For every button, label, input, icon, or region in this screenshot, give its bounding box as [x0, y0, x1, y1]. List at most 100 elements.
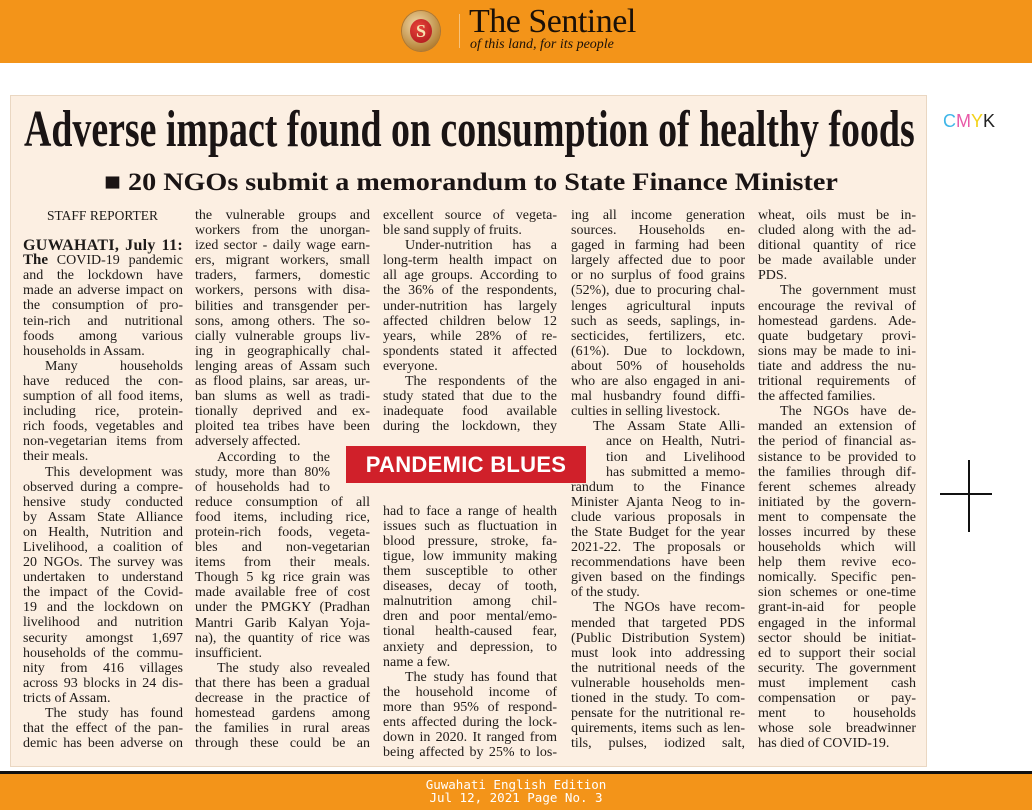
article-text-line: security. The government	[758, 660, 916, 676]
article-text-line: na), the quantity of rice was	[195, 630, 370, 646]
article-text-line: tionally deprived and ex-	[195, 404, 370, 420]
article-text-line: PDS.	[758, 268, 788, 284]
article-text-line: who are also engaged in ani-	[571, 374, 745, 390]
article-text-line: nomically. Specific pen-	[758, 570, 916, 586]
article-text-line: ance on Health, Nutri-	[606, 434, 745, 450]
article-text-line: study, more than 80%	[195, 464, 330, 480]
cmyk-letter: M	[956, 111, 971, 131]
article-text-line: sumption of all food items,	[23, 389, 183, 405]
article-text-line: down in 2020. It ranged from	[383, 730, 557, 746]
article-text-line: households of the commu-	[23, 645, 183, 661]
article-text-line: According to the	[217, 449, 330, 465]
article-text-line: years, while 28% of re-	[383, 328, 557, 344]
article-text-line: mended that targeted PDS	[571, 615, 745, 631]
edition-date-page: Jul 12, 2021 Page No. 3	[429, 790, 603, 805]
article-text-line: Livelihood, a coalition of	[23, 539, 183, 555]
article-text-line: grant-in-aid for people	[758, 600, 916, 616]
article-text-line: wheat, oils must be in-	[758, 208, 916, 223]
article-text-line: The study has found	[45, 706, 183, 721]
crop-mark-vertical	[968, 460, 970, 532]
article-text-line: blood pressure, stroke, fa-	[383, 533, 557, 549]
sentinel-logo-icon[interactable]: S	[402, 11, 440, 51]
article-text-line: study stated that due to the	[383, 389, 557, 405]
article-text-line: being affected by 25% to los-	[383, 745, 557, 761]
article-text-line: Under-nutrition has a	[405, 238, 557, 254]
article-text-line: the State Budget for the year	[571, 524, 745, 540]
article-text-line: decrease in the practice of	[195, 691, 370, 706]
article-text-line: security amongst 1,697	[23, 630, 183, 646]
article-text-line: during the lockdown, they	[383, 419, 557, 435]
article-text-line: sons, among others. The so-	[195, 313, 370, 329]
article-text-line: name a few.	[383, 654, 451, 670]
article-text-line: gaged in farming had been	[571, 238, 745, 254]
article-text-line: spondents stated it affected	[383, 343, 557, 359]
article-text-line: tiate and address the nu-	[758, 358, 916, 374]
article-text-line: diseases, decay of tooth,	[383, 579, 557, 595]
article-text-line: 20 NGOs. The survey was	[23, 555, 183, 571]
article-text-line: must look into addressing	[571, 645, 745, 661]
article-text-line: 19 and the lockdown on	[23, 600, 183, 616]
article-text-line: items from their meals.	[195, 555, 370, 571]
article-text-line: affected children below 12	[383, 313, 557, 329]
article-text-line: largely affected due to poor	[571, 253, 745, 269]
article-text-line: households in Assam.	[23, 343, 145, 359]
article-text-line: cially vulnerable groups liv-	[195, 328, 370, 344]
article-text-line: Many households	[45, 358, 183, 374]
article-text-line: the families in rural areas	[195, 721, 370, 737]
cmyk-letter: C	[943, 111, 956, 131]
article-text-line: has submitted a memo-	[606, 464, 745, 480]
article-text-line: and the lockdown have	[23, 268, 183, 284]
article-text-line: malnutrition among chil-	[383, 594, 557, 610]
article-text-line: adversely affected.	[195, 434, 301, 450]
article-text-line: lenges agricultural inputs	[571, 298, 745, 314]
article-text-line: including rice, protein-	[23, 404, 183, 420]
article-text-line: randum to the Finance	[571, 479, 745, 495]
article-text-line: encourage the revival of	[758, 298, 916, 314]
article-text-line: manded an extension of	[758, 419, 916, 435]
article-text-line: such as seeds, saplings, in-	[571, 313, 745, 329]
article-text-line: all age groups. According to	[383, 268, 557, 284]
article-text-line: tein-rich and nutritional	[23, 313, 183, 329]
article-text-line: about 50% of households	[571, 358, 745, 374]
logo-divider	[459, 14, 460, 48]
article-text-line: foods among various	[23, 328, 183, 344]
article-headline: Adverse impact found on consumption of h…	[24, 101, 915, 158]
article-text-line: the 36% of the respondents,	[383, 283, 557, 299]
article-text-line: Minister Ajanta Neog to in-	[571, 494, 745, 510]
article-text-line: of households had to	[195, 479, 330, 495]
dateline: GUWAHATI, July 11:	[23, 237, 183, 255]
article-clipping	[10, 95, 927, 767]
article-text-line: quirements, items such as len-	[571, 721, 745, 737]
article-text-line: excellent source of vegeta-	[383, 208, 557, 223]
article-text-line: vulnerable households men-	[571, 675, 745, 691]
article-text-line: protein-rich foods, vegeta-	[195, 524, 370, 540]
article-text-line: culties in selling livestock.	[571, 404, 721, 420]
footer-divider	[0, 771, 1032, 774]
article-text-line: undertaken to understand	[23, 570, 183, 586]
article-text-line: clude various proposals in	[571, 509, 745, 525]
article-text-line: made available free of cost	[195, 585, 370, 601]
article-text-line: sion schemes or one-time	[758, 585, 916, 601]
article-text-line: on Health, Nutrition and	[23, 524, 183, 540]
article-text-line: 2021-22. The proposals or	[571, 540, 745, 556]
article-text-line: tioned in the study. To com-	[571, 691, 745, 706]
article-text-line: tional health-caused fear,	[383, 624, 557, 640]
article-text-line: under-nutrition has largely	[383, 298, 557, 314]
article-subheadline: ■ 20 NGOs submit a memorandum to State F…	[104, 169, 838, 196]
article-column-4: ing all income generation sources. Househ…	[571, 208, 745, 751]
article-text-line: livelihood and nutrition	[23, 615, 183, 631]
edition-name: Guwahati English Edition	[425, 777, 607, 792]
article-text-line: mal husbandry found diffi-	[571, 389, 745, 405]
article-text-line: issues such as fluctuation in	[383, 518, 557, 534]
article-text-line: The study also revealed	[217, 660, 370, 676]
article-text-line: insufficient.	[195, 645, 263, 661]
article-text-line: given based on the findings	[571, 570, 745, 586]
article-text-line: ized sector - daily wage earn-	[195, 238, 370, 254]
article-text-line: made an adverse impact on	[23, 283, 183, 299]
article-text-line: that the effect of the pan-	[23, 721, 183, 737]
article-text-line: losses incurred by these	[758, 524, 916, 540]
article-text-line: secticides, fertilizers, etc.	[571, 328, 745, 344]
article-text-line: sources. Households en-	[571, 223, 745, 239]
article-text-line: must implement cash	[758, 675, 916, 691]
brand-name[interactable]: The Sentinel	[469, 3, 636, 40]
